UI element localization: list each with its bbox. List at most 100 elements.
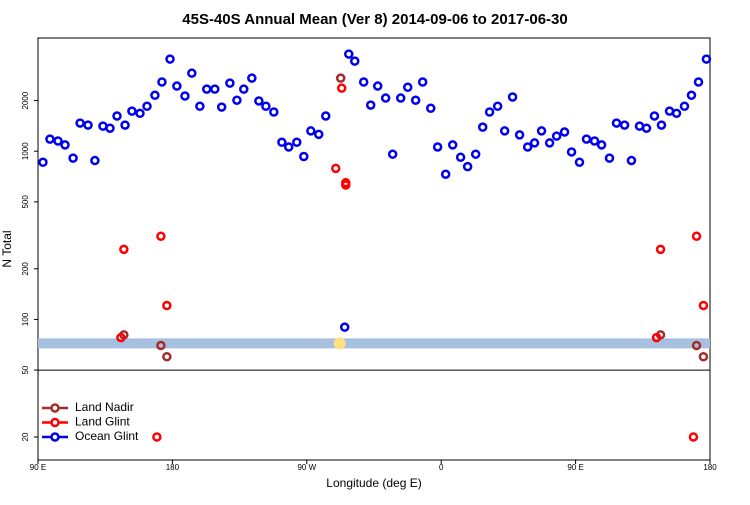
point [75, 118, 85, 128]
point [157, 77, 167, 87]
point [180, 91, 190, 101]
point [172, 81, 182, 91]
point [522, 142, 533, 152]
point [691, 340, 702, 351]
point [529, 138, 540, 148]
point [38, 157, 48, 167]
plot-frame [37, 37, 711, 461]
point [425, 103, 436, 114]
point [269, 107, 279, 117]
point [649, 111, 660, 121]
point [53, 136, 63, 146]
point [440, 169, 451, 179]
point [313, 129, 324, 140]
point [165, 54, 175, 64]
point [239, 84, 249, 94]
point [341, 180, 351, 190]
point [60, 140, 70, 150]
point [619, 120, 630, 130]
point [152, 432, 162, 442]
legend-marker [50, 417, 60, 428]
point [336, 83, 347, 93]
x-axis-label: Longitude (deg E) [326, 476, 421, 490]
point [514, 130, 525, 140]
point [656, 120, 667, 130]
point [477, 122, 488, 132]
legend-label: Land Glint [75, 415, 130, 429]
point [365, 100, 376, 110]
point [254, 96, 264, 106]
point [119, 244, 129, 255]
x-tick-label: 180 [703, 463, 717, 472]
point [402, 82, 413, 93]
point [283, 142, 294, 152]
point [596, 140, 607, 150]
point [358, 77, 369, 87]
band-marker [333, 337, 346, 350]
point [447, 140, 458, 150]
point [135, 108, 145, 119]
point [116, 332, 126, 343]
legend-label: Land Nadir [75, 400, 134, 414]
point [574, 157, 585, 167]
point [551, 131, 562, 141]
point [68, 153, 78, 163]
point [321, 111, 331, 121]
point [349, 56, 360, 66]
point [201, 84, 212, 94]
x-tick-label: 0 [439, 463, 444, 472]
point [83, 120, 93, 130]
y-tick-label: 20 [21, 432, 30, 441]
point [306, 126, 316, 136]
point [387, 149, 398, 159]
point [417, 77, 428, 87]
point [693, 77, 704, 87]
point [626, 155, 637, 166]
point [679, 101, 690, 112]
y-tick-label: 1000 [21, 142, 30, 160]
point [299, 151, 309, 162]
point [344, 49, 354, 59]
y-tick-label: 50 [21, 365, 30, 374]
point [559, 127, 570, 137]
point [611, 118, 622, 128]
point [216, 102, 227, 112]
point [210, 84, 220, 94]
point [112, 111, 122, 121]
point [156, 340, 166, 351]
x-tick-label: 90 E [567, 463, 583, 472]
point [261, 101, 271, 112]
x-tick-label: 90 W [297, 463, 316, 472]
point [455, 152, 466, 163]
point [225, 78, 235, 88]
point [691, 231, 702, 242]
point [604, 153, 615, 163]
point [380, 93, 391, 103]
point [581, 134, 592, 144]
point [142, 101, 152, 112]
point [331, 163, 341, 174]
point [589, 136, 600, 146]
point [395, 93, 406, 103]
point [195, 101, 205, 112]
point [470, 149, 481, 159]
y-tick-label: 500 [21, 195, 30, 209]
point [372, 81, 383, 91]
point [686, 90, 697, 101]
point [492, 101, 503, 112]
point [162, 351, 172, 362]
y-tick-label: 100 [21, 312, 30, 326]
point [247, 73, 257, 83]
point [156, 231, 166, 242]
point [127, 106, 137, 116]
point [641, 123, 652, 133]
point [499, 126, 510, 136]
point [651, 332, 662, 343]
point [277, 137, 287, 148]
point [162, 300, 172, 311]
point [150, 90, 160, 101]
x-tick-label: 180 [166, 463, 180, 472]
y-tick-label: 2000 [21, 91, 30, 109]
y-axis-label: N Total [0, 230, 14, 267]
